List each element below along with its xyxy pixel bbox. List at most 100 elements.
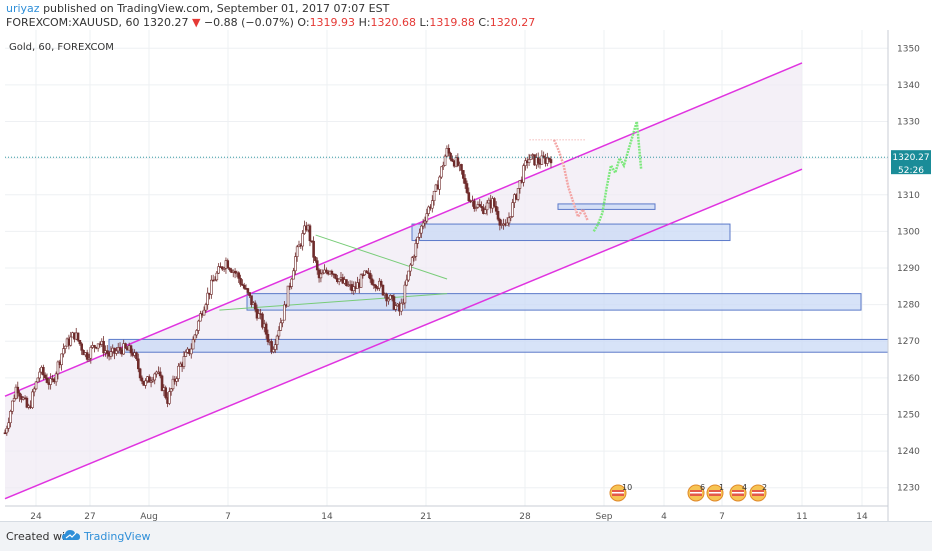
candle-85 [158,367,162,379]
candle-195 [359,273,363,288]
us-flag-icon[interactable]: 2 [749,483,767,502]
channel-upper-line[interactable] [4,62,803,397]
us-flag-icon[interactable]: 1 [706,483,724,502]
candle-117 [217,263,220,275]
candle-116 [215,270,219,282]
candle-201 [370,274,374,286]
candle-104 [193,334,197,343]
candle-61 [115,347,118,356]
candle-77 [144,378,147,389]
footer-bar: Created with TradingView [0,521,932,551]
candle-209 [385,292,388,307]
candle-75 [140,375,144,385]
forecast-down-path [552,139,589,221]
candle-15 [31,389,34,410]
candle-210 [387,296,390,305]
candle-86 [160,374,164,392]
forecast-up-path [592,121,643,233]
candle-285 [524,157,527,171]
high-label: H: [358,16,371,29]
channel-lower-line[interactable] [4,168,803,500]
y-tick-11: 1340 [897,81,920,91]
candle-3 [9,409,12,428]
chart-header: uriyaz published on TradingView.com, Sep… [0,0,932,30]
author-link[interactable]: uriyaz [6,2,40,15]
y-tick-2: 1250 [897,410,920,420]
candle-135 [250,295,253,308]
price-chart[interactable]: Gold, 60, FOREXCOM 1230 1240 1250 1260 1270 1… [0,30,932,521]
candle-98 [182,351,186,370]
candle-113 [210,275,213,299]
candle-7 [16,381,20,399]
close-label: C: [478,16,490,29]
candle-147 [272,346,275,354]
us-flag-icon[interactable]: 4 [729,483,747,502]
candle-63 [118,342,122,355]
candle-1 [5,425,9,436]
event-count-4: 2 [762,483,767,492]
candle-45 [85,349,89,362]
candle-260 [478,198,482,207]
candle-228 [420,225,423,239]
y-tick-8: 1310 [897,191,920,201]
candle-74 [138,367,142,381]
candle-65 [122,339,125,355]
candle-254 [467,187,471,202]
y-tick-1: 1240 [897,447,920,457]
candle-214 [394,301,398,312]
candle-17 [34,381,38,391]
candle-0 [3,429,7,435]
candle-16 [32,386,36,397]
x-tick-3: 7 [225,512,231,521]
candle-238 [438,175,441,195]
candle-151 [279,317,283,331]
candle-33 [63,345,67,354]
candle-275 [505,217,509,226]
candle-152 [281,319,284,328]
candle-19 [38,368,41,382]
y-tick-12: 1350 [897,44,920,54]
candle-206 [379,279,383,287]
x-tick-1: 27 [84,512,95,521]
candle-287 [527,153,531,167]
candle-157 [290,277,293,290]
x-tick-6: 28 [519,512,531,521]
reference-levels [5,139,888,158]
us-flag-icon[interactable]: 10 [609,483,632,502]
y-tick-6: 1290 [897,264,920,274]
open-value: 1319.93 [309,16,356,29]
candle-4 [11,400,14,415]
us-flag-icon[interactable]: 6 [687,483,705,502]
candle-219 [403,281,407,309]
published-text: published on TradingView.com, September … [43,2,390,15]
last-price-label: 1320.27 [892,153,929,163]
tradingview-brand[interactable]: TradingView [84,530,151,543]
candle-82 [153,372,157,385]
candle-158 [292,267,295,280]
symbol-text: FOREXCOM:XAUUSD, 60 [6,16,140,29]
candle-56 [105,345,109,359]
publish-line: uriyaz published on TradingView.com, Sep… [6,2,389,16]
candle-243 [447,144,451,157]
candle-79 [147,374,151,383]
event-count-2: 1 [719,483,724,492]
tradingview-cloud-icon [62,530,80,540]
support-zone-1 [108,338,889,353]
time-axis[interactable]: 24 27 Aug 7 14 21 28 Sep 4 7 11 14 [30,512,868,521]
candle-2 [7,417,10,432]
candle-41 [78,339,82,346]
candle-120 [222,266,226,272]
y-tick-10: 1330 [897,118,920,128]
support-zone-4 [557,203,656,210]
candle-258 [474,206,478,212]
candle-31 [60,353,63,371]
economic-events[interactable]: 10 6 1 4 2 [609,483,767,502]
candle-110 [204,302,208,313]
close-value: 1320.27 [489,16,536,29]
candle-155 [286,285,290,307]
candle-111 [206,287,209,310]
candle-126 [233,268,237,279]
candle-251 [462,170,465,184]
candle-134 [248,292,251,299]
channel-fill [5,62,802,499]
